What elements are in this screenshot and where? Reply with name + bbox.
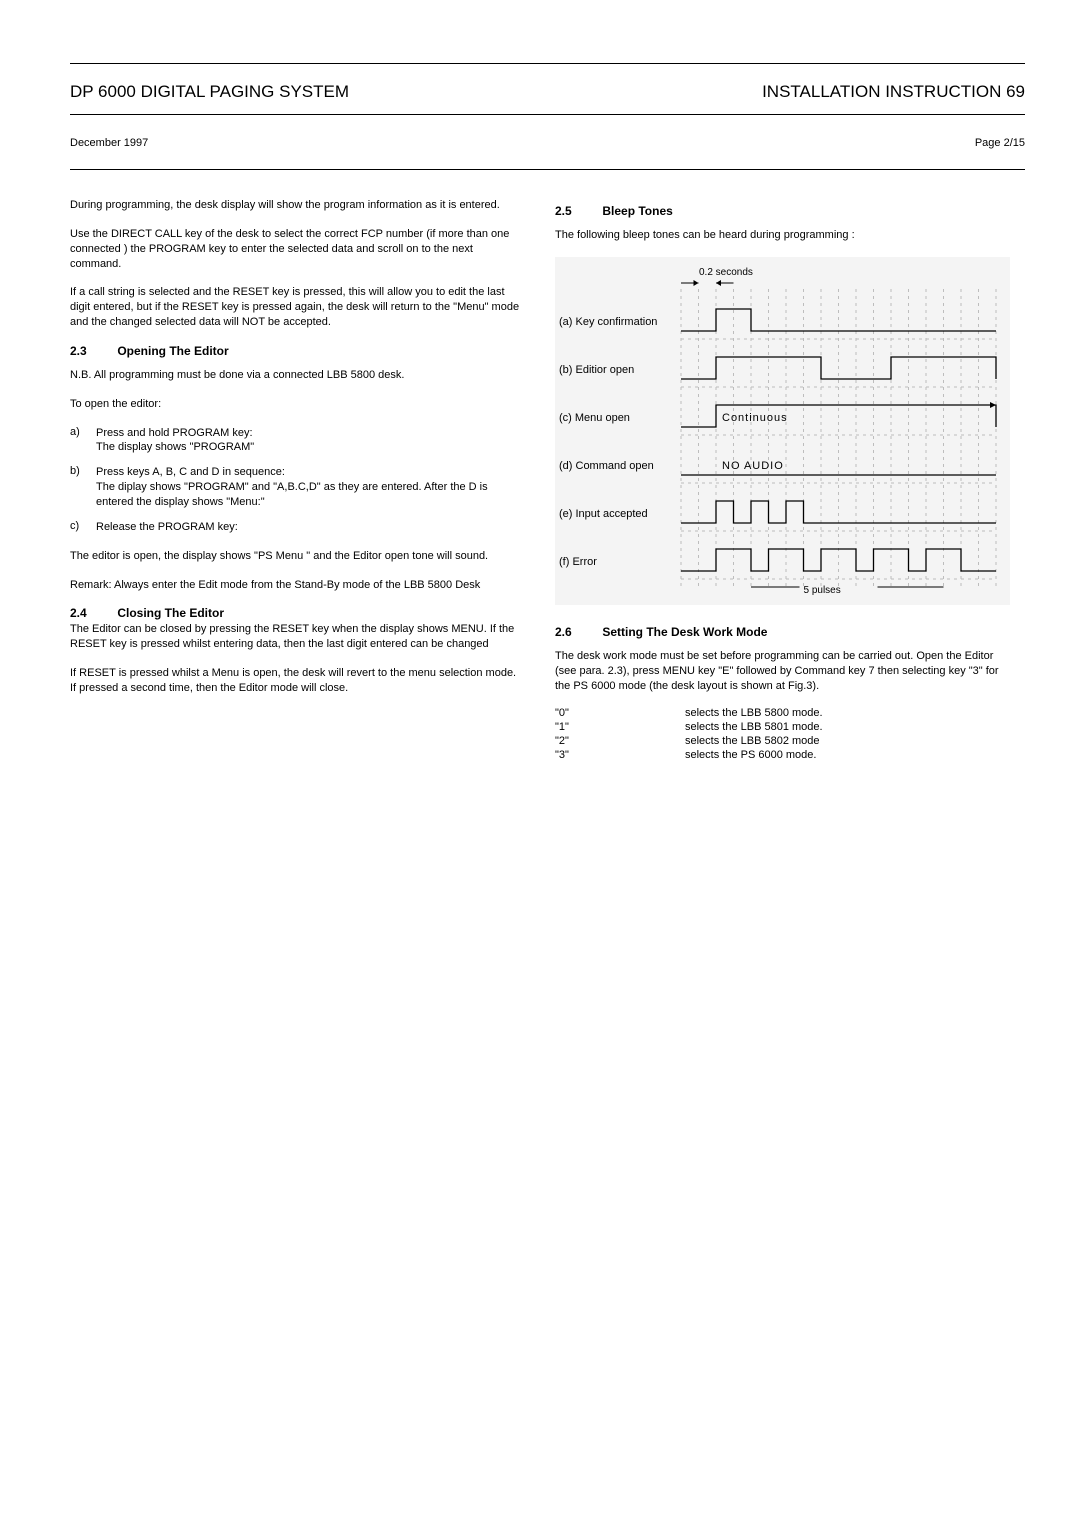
mode-value: selects the LBB 5800 mode. (685, 707, 823, 719)
para: The desk work mode must be set before pr… (555, 649, 1010, 694)
date: December 1997 (70, 137, 148, 149)
section-title: Setting The Desk Work Mode (602, 625, 767, 639)
svg-text:NO AUDIO: NO AUDIO (722, 460, 784, 472)
svg-text:Continuous: Continuous (722, 412, 788, 424)
list-item: a) Press and hold PROGRAM key: The displ… (70, 426, 525, 456)
list-text: Release the PROGRAM key: (96, 520, 525, 535)
para: If RESET is pressed whilst a Menu is ope… (70, 666, 525, 696)
list-marker: a) (70, 426, 96, 456)
para: Remark: Always enter the Edit mode from … (70, 578, 525, 593)
mode-key: "2" (555, 735, 685, 747)
mode-value: selects the LBB 5801 mode. (685, 721, 823, 733)
section-2-6: 2.6 Setting The Desk Work Mode (555, 625, 1010, 639)
svg-text:0.2 seconds: 0.2 seconds (699, 267, 753, 278)
header-left: DP 6000 DIGITAL PAGING SYSTEM (70, 82, 349, 102)
list-marker: c) (70, 520, 96, 535)
page-number: Page 2/15 (975, 137, 1025, 149)
section-title: Bleep Tones (602, 204, 672, 218)
section-title: Opening The Editor (117, 344, 228, 358)
svg-text:(b) Editior open: (b) Editior open (559, 364, 634, 376)
section-number: 2.4 (70, 606, 114, 620)
table-row: "3" selects the PS 6000 mode. (555, 749, 1010, 761)
table-row: "2" selects the LBB 5802 mode (555, 735, 1010, 747)
section-number: 2.6 (555, 625, 599, 639)
mode-key: "1" (555, 721, 685, 733)
para: The Editor can be closed by pressing the… (70, 622, 525, 652)
para: N.B. All programming must be done via a … (70, 368, 525, 383)
bleep-tones-diagram: 0.2 seconds (a) Key confirmation (b) Editi… (555, 257, 1010, 605)
top-rule (70, 63, 1025, 64)
left-column: During programming, the desk display wil… (70, 198, 525, 763)
para: To open the editor: (70, 397, 525, 412)
list-item: c) Release the PROGRAM key: (70, 520, 525, 535)
section-number: 2.3 (70, 344, 114, 358)
section-2-4: 2.4 Closing The Editor (70, 606, 525, 620)
para: The editor is open, the display shows "P… (70, 549, 525, 564)
right-column: 2.5 Bleep Tones The following bleep tone… (555, 198, 1010, 763)
svg-text:(d) Command open: (d) Command open (559, 460, 654, 472)
section-number: 2.5 (555, 204, 599, 218)
svg-text:(a) Key confirmation: (a) Key confirmation (559, 316, 657, 328)
section-2-3: 2.3 Opening The Editor (70, 344, 525, 358)
mode-value: selects the PS 6000 mode. (685, 749, 816, 761)
header: DP 6000 DIGITAL PAGING SYSTEM INSTALLATI… (70, 72, 1025, 106)
header-right: INSTALLATION INSTRUCTION 69 (762, 82, 1025, 102)
section-title: Closing The Editor (117, 606, 224, 620)
svg-text:(c) Menu open: (c) Menu open (559, 412, 630, 424)
sub-rule (70, 169, 1025, 170)
svg-text:5 pulses: 5 pulses (804, 585, 841, 596)
mode-value: selects the LBB 5802 mode (685, 735, 820, 747)
table-row: "0" selects the LBB 5800 mode. (555, 707, 1010, 719)
svg-text:(e) Input accepted: (e) Input accepted (559, 508, 648, 520)
list-text: Press keys A, B, C and D in sequence: Th… (96, 465, 525, 510)
mode-key: "0" (555, 707, 685, 719)
para: Use the DIRECT CALL key of the desk to s… (70, 227, 525, 272)
para: If a call string is selected and the RES… (70, 285, 525, 330)
mode-key: "3" (555, 749, 685, 761)
list-item: b) Press keys A, B, C and D in sequence:… (70, 465, 525, 510)
timing-diagram-svg: 0.2 seconds (a) Key confirmation (b) Editi… (559, 263, 1006, 603)
list-marker: b) (70, 465, 96, 510)
section-2-5: 2.5 Bleep Tones (555, 204, 1010, 218)
list-text: Press and hold PROGRAM key: The display … (96, 426, 525, 456)
svg-text:(f) Error: (f) Error (559, 556, 597, 568)
para: During programming, the desk display wil… (70, 198, 525, 213)
sub-header: December 1997 Page 2/15 (70, 123, 1025, 161)
mode-table: "0" selects the LBB 5800 mode. "1" selec… (555, 707, 1010, 761)
para: The following bleep tones can be heard d… (555, 228, 1010, 243)
table-row: "1" selects the LBB 5801 mode. (555, 721, 1010, 733)
header-rule (70, 114, 1025, 115)
ordered-list: a) Press and hold PROGRAM key: The displ… (70, 426, 525, 535)
